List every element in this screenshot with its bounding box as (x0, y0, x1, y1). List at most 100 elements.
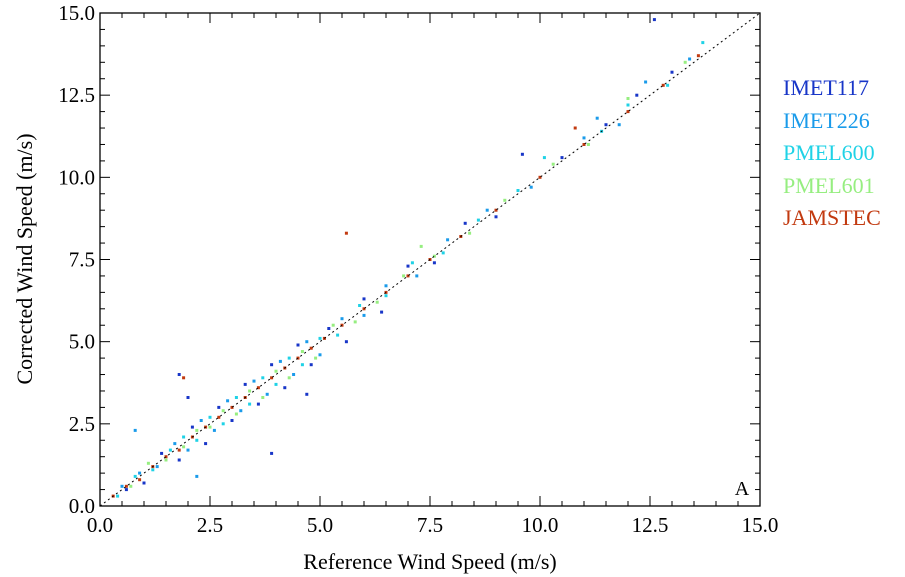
axis-ticks (99, 12, 761, 507)
data-point (195, 438, 199, 442)
data-point (331, 323, 335, 327)
y-tick-label: 0.0 (69, 494, 95, 518)
data-point (305, 340, 309, 344)
data-point (626, 110, 630, 114)
data-point (177, 448, 181, 452)
data-point (226, 399, 230, 403)
y-tick-label: 2.5 (69, 412, 95, 436)
data-point (419, 244, 423, 248)
series-pmel600 (116, 41, 705, 498)
data-point (468, 231, 472, 235)
data-point (503, 198, 507, 202)
data-point (380, 310, 384, 314)
data-point (195, 428, 199, 432)
x-tick-label: 2.5 (197, 513, 223, 537)
data-point (344, 340, 348, 344)
data-point (138, 471, 142, 475)
data-point (208, 415, 212, 419)
data-point (133, 428, 137, 432)
data-point (195, 474, 199, 478)
data-point (375, 300, 379, 304)
data-point (485, 208, 489, 212)
data-point (446, 238, 450, 242)
data-point (542, 156, 546, 160)
data-point (666, 83, 670, 87)
data-point (212, 428, 216, 432)
x-tick-labels: 0.0 2.5 5.0 7.5 10.0 12.5 15.0 (87, 513, 779, 537)
data-point (644, 80, 648, 84)
data-point (309, 363, 313, 367)
series-imet117 (124, 18, 674, 492)
data-point (617, 123, 621, 127)
data-point (336, 333, 340, 337)
data-point (120, 484, 124, 488)
data-point (476, 218, 480, 222)
one-to-one-reference-line (99, 12, 761, 507)
data-point (256, 386, 260, 390)
data-point (208, 425, 212, 429)
data-point (384, 284, 388, 288)
data-point (661, 83, 665, 87)
data-point (261, 376, 265, 380)
data-point (318, 336, 322, 340)
data-point (234, 412, 238, 416)
data-point (270, 376, 274, 380)
data-point (604, 123, 608, 127)
data-point (305, 392, 309, 396)
data-point (274, 382, 278, 386)
data-point (410, 261, 414, 265)
data-point (635, 93, 639, 97)
data-points-layer (111, 18, 705, 498)
data-point (626, 103, 630, 107)
y-tick-label: 10.0 (58, 165, 95, 189)
data-point (582, 143, 586, 146)
data-point (494, 208, 498, 212)
data-point (652, 18, 656, 22)
data-point (362, 313, 366, 317)
data-point (252, 379, 256, 383)
data-point (217, 415, 221, 419)
data-point (463, 221, 467, 225)
data-point (626, 97, 630, 100)
series-jamstec (111, 54, 700, 498)
data-point (362, 307, 366, 311)
data-point (415, 274, 419, 278)
data-point (551, 162, 555, 166)
x-tick-label: 5.0 (307, 513, 333, 537)
x-tick-label: 12.5 (632, 513, 669, 537)
data-point (234, 396, 238, 399)
data-point (296, 343, 300, 347)
data-point (239, 409, 243, 413)
data-point (586, 143, 590, 146)
data-point (190, 425, 194, 429)
data-point (256, 402, 260, 406)
data-point (230, 419, 234, 422)
y-tick-label: 5.0 (69, 330, 95, 354)
data-point (177, 458, 181, 462)
y-tick-label: 15.0 (58, 1, 95, 25)
data-point (177, 373, 181, 376)
data-point (696, 54, 700, 58)
data-point (248, 389, 252, 393)
data-point (133, 474, 137, 478)
series-imet226 (120, 57, 692, 488)
data-point (701, 41, 705, 45)
data-point (595, 116, 599, 120)
data-point (287, 356, 291, 360)
data-point (296, 356, 300, 360)
data-point (182, 435, 186, 439)
data-point (124, 488, 128, 492)
data-point (186, 448, 190, 452)
legend: IMET117 IMET226 PMEL600 PMEL601 JAMSTEC (783, 72, 881, 235)
data-point (432, 261, 436, 265)
data-point (160, 451, 164, 455)
data-point (278, 359, 282, 363)
data-point (670, 70, 674, 74)
data-point (573, 126, 577, 130)
x-tick-label: 7.5 (417, 513, 443, 537)
data-point (274, 369, 278, 373)
data-point (529, 185, 533, 189)
data-point (520, 152, 524, 156)
data-point (432, 254, 436, 258)
